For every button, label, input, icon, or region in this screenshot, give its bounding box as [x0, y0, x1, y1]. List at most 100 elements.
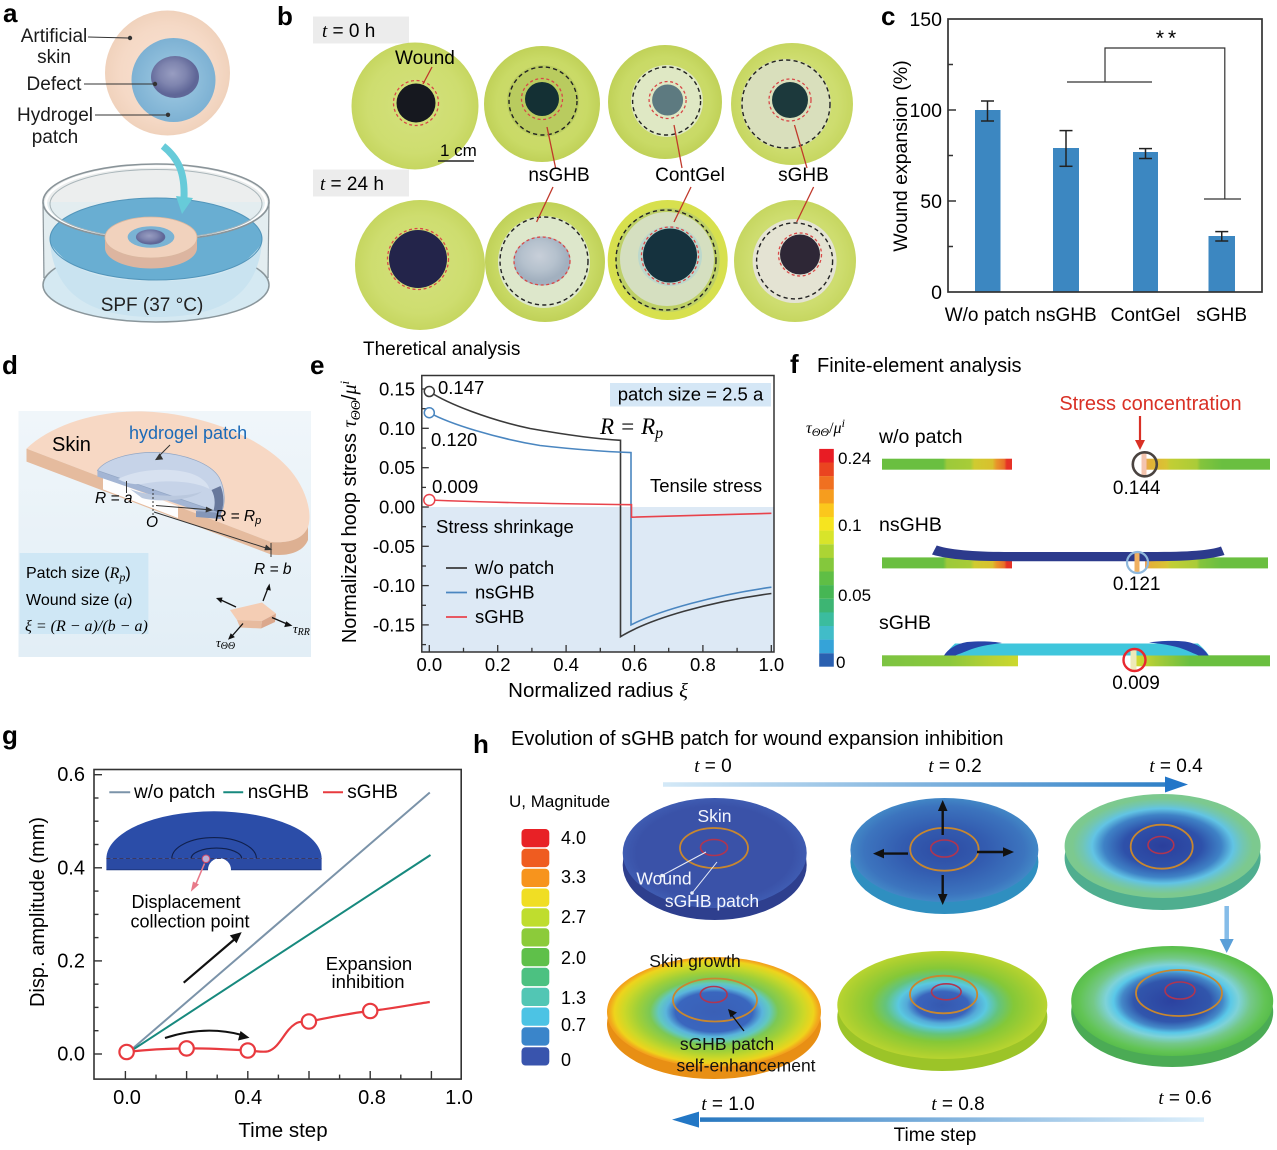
svg-text:sGHB patch: sGHB patch	[665, 891, 759, 911]
svg-text:0.2: 0.2	[485, 654, 511, 675]
svg-text:0: 0	[931, 282, 942, 304]
svg-text:Wound: Wound	[395, 48, 455, 69]
svg-text:0.1: 0.1	[838, 516, 862, 535]
svg-text:R = Rp: R = Rp	[215, 508, 261, 527]
svg-text:0: 0	[836, 653, 845, 672]
svg-text:w/o patch: w/o patch	[474, 557, 554, 578]
svg-text:b: b	[277, 1, 293, 31]
svg-text:R = Rp: R = Rp	[599, 414, 663, 442]
svg-text:0.05: 0.05	[838, 586, 871, 605]
svg-text:Finite-element analysis: Finite-element analysis	[817, 355, 1022, 377]
svg-text:0.7: 0.7	[561, 1015, 586, 1035]
svg-text:0.147: 0.147	[438, 377, 484, 398]
svg-text:0.10: 0.10	[379, 418, 415, 439]
svg-text:1.0: 1.0	[445, 1087, 473, 1109]
svg-text:t = 1.0: t = 1.0	[701, 1094, 754, 1115]
svg-text:nsGHB: nsGHB	[475, 582, 535, 603]
svg-text:Expansion: Expansion	[326, 953, 412, 974]
svg-text:Artificial: Artificial	[21, 26, 88, 47]
svg-text:0.009: 0.009	[432, 476, 478, 497]
svg-text:2.0: 2.0	[561, 948, 586, 968]
svg-text:0.0: 0.0	[113, 1087, 141, 1109]
svg-text:Normalized radius ξ: Normalized radius ξ	[508, 679, 688, 702]
svg-text:t = 0.4: t = 0.4	[1149, 756, 1203, 777]
svg-text:0.4: 0.4	[234, 1087, 262, 1109]
svg-text:0.4: 0.4	[57, 857, 85, 879]
svg-text:Evolution of sGHB patch for wo: Evolution of sGHB patch for wound expans…	[511, 728, 1004, 750]
svg-text:Defect: Defect	[27, 74, 83, 95]
svg-text:R = b: R = b	[254, 561, 292, 578]
svg-text:2.7: 2.7	[561, 907, 586, 927]
svg-text:Wound: Wound	[636, 869, 691, 889]
svg-text:150: 150	[909, 9, 942, 31]
svg-text:SPF (37 °C): SPF (37 °C)	[101, 295, 204, 316]
svg-text:0.0: 0.0	[416, 654, 442, 675]
svg-text:t = 24 h: t = 24 h	[320, 174, 384, 195]
svg-text:Displacement: Displacement	[131, 892, 240, 912]
svg-text:t = 0.6: t = 0.6	[1158, 1088, 1211, 1109]
svg-text:0.05: 0.05	[379, 457, 415, 478]
svg-text:50: 50	[920, 191, 942, 213]
svg-text:skin: skin	[37, 47, 71, 68]
svg-text:sGHB: sGHB	[879, 612, 931, 634]
svg-text:sGHB: sGHB	[347, 782, 398, 803]
svg-text:1.3: 1.3	[561, 988, 586, 1008]
svg-text:patch size = 2.5 a: patch size = 2.5 a	[618, 384, 764, 405]
svg-text:hydrogel patch: hydrogel patch	[129, 423, 247, 443]
svg-text:Tensile stress: Tensile stress	[650, 475, 762, 496]
svg-text:g: g	[2, 720, 18, 750]
svg-text:0.8: 0.8	[690, 654, 716, 675]
svg-text:c: c	[881, 1, 895, 31]
svg-text:h: h	[473, 729, 489, 759]
svg-text:0.144: 0.144	[1113, 478, 1161, 499]
svg-text:-0.10: -0.10	[373, 575, 415, 596]
svg-text:0.009: 0.009	[1112, 673, 1160, 694]
svg-text:f: f	[790, 349, 799, 379]
svg-text:0.2: 0.2	[57, 950, 85, 972]
svg-text:d: d	[2, 350, 18, 380]
svg-text:Skin: Skin	[697, 806, 731, 826]
svg-text:0.0: 0.0	[57, 1044, 85, 1066]
svg-text:a: a	[3, 0, 18, 28]
svg-text:Wound size (a): Wound size (a)	[26, 592, 132, 609]
svg-text:ContGel: ContGel	[655, 165, 725, 186]
svg-text:0.8: 0.8	[358, 1087, 386, 1109]
svg-text:nsGHB: nsGHB	[879, 514, 942, 536]
svg-text:0.6: 0.6	[57, 764, 85, 786]
svg-text:nsGHB: nsGHB	[528, 165, 589, 186]
svg-text:t = 0.2: t = 0.2	[928, 756, 981, 777]
svg-text:W/o patch: W/o patch	[945, 305, 1031, 326]
svg-text:0.00: 0.00	[379, 497, 415, 518]
svg-text:Theretical analysis: Theretical analysis	[363, 339, 520, 360]
svg-text:ContGel: ContGel	[1111, 305, 1181, 326]
svg-text:Stress concentration: Stress concentration	[1059, 393, 1241, 415]
svg-text:0.4: 0.4	[553, 654, 579, 675]
svg-text:0: 0	[561, 1050, 571, 1070]
svg-text:self-enhancement: self-enhancement	[676, 1056, 815, 1076]
svg-text:τΘΘ/μi: τΘΘ/μi	[806, 416, 845, 439]
svg-text:t = 0 h: t = 0 h	[322, 21, 375, 42]
svg-text:sGHB patch: sGHB patch	[680, 1034, 774, 1054]
svg-text:e: e	[310, 350, 324, 380]
svg-text:-0.05: -0.05	[373, 536, 415, 557]
svg-text:0.120: 0.120	[431, 429, 477, 450]
svg-text:w/o patch: w/o patch	[133, 782, 215, 803]
svg-text:Hydrogel: Hydrogel	[17, 105, 93, 126]
svg-text:0.6: 0.6	[622, 654, 648, 675]
svg-text:w/o patch: w/o patch	[878, 426, 962, 448]
svg-text:Disp. amplitude (mm): Disp. amplitude (mm)	[27, 817, 49, 1007]
svg-text:O: O	[146, 514, 158, 531]
svg-text:3.3: 3.3	[561, 867, 586, 887]
svg-text:U, Magnitude: U, Magnitude	[509, 792, 610, 811]
svg-text:R = a: R = a	[95, 490, 133, 507]
svg-text:collection point: collection point	[130, 912, 249, 932]
svg-text:sGHB: sGHB	[1196, 305, 1247, 326]
svg-text:nsGHB: nsGHB	[1035, 305, 1096, 326]
svg-text:Time step: Time step	[894, 1125, 977, 1146]
svg-text:Skin: Skin	[52, 434, 91, 456]
svg-text:**: **	[1156, 27, 1180, 50]
svg-text:Skin growth: Skin growth	[649, 951, 740, 971]
svg-text:Time step: Time step	[238, 1119, 327, 1142]
svg-text:Wound expansion (%): Wound expansion (%)	[890, 60, 912, 252]
svg-text:1 cm: 1 cm	[440, 141, 477, 160]
